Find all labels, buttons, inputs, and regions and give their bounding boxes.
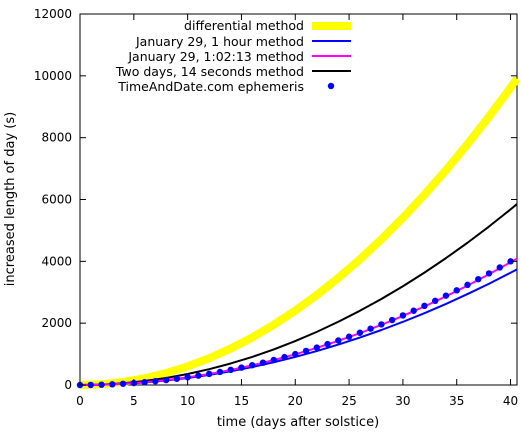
y-tick-label: 0 — [64, 378, 72, 392]
y-tick-label: 8000 — [41, 131, 72, 145]
timeanddate-com-ephemeris-point — [356, 329, 364, 336]
timeanddate-com-ephemeris-point — [292, 350, 299, 358]
x-tick-label: 0 — [76, 394, 84, 408]
x-tick-label: 35 — [449, 394, 464, 408]
legend-label-jan29-10213: January 29, 1:02:13 method — [127, 49, 304, 64]
x-tick-label: 30 — [395, 394, 410, 408]
timeanddate-com-ephemeris-point — [249, 362, 256, 369]
timeanddate-com-ephemeris-point — [421, 302, 428, 310]
timeanddate-com-ephemeris-point — [367, 325, 374, 332]
timeanddate-com-ephemeris-point — [87, 381, 94, 389]
timeanddate-com-ephemeris-point — [313, 344, 320, 351]
x-tick-label: 20 — [288, 394, 303, 408]
timeanddate-com-ephemeris-point — [345, 333, 353, 340]
axis-ticks — [79, 13, 517, 386]
timeanddate-com-ephemeris-point — [98, 381, 105, 388]
x-tick-label: 5 — [130, 394, 138, 408]
x-tick-label: 10 — [180, 394, 195, 408]
timeanddate-com-ephemeris-point — [152, 378, 159, 385]
timeanddate-com-ephemeris-point — [195, 372, 202, 379]
timeanddate-com-ephemeris-point — [507, 258, 514, 265]
x-tick-label: 40 — [503, 394, 518, 408]
legend-label-differential: differential method — [184, 18, 304, 33]
timeanddate-com-ephemeris-point — [496, 264, 503, 271]
timeanddate-com-ephemeris-point — [173, 375, 181, 382]
y-tick-label: 4000 — [41, 254, 72, 268]
legend-label-jan29-1hour: January 29, 1 hour method — [135, 34, 304, 49]
timeanddate-com-ephemeris-point — [238, 364, 245, 371]
x-axis-label: time (days after solstice) — [217, 415, 379, 430]
timeanddate-com-ephemeris-point — [442, 292, 450, 299]
timeanddate-com-ephemeris-point — [302, 347, 310, 355]
timeanddate-com-ephemeris-point — [109, 381, 116, 388]
timeanddate-com-ephemeris-point — [453, 287, 460, 294]
january-29-1-02-13-method-line — [79, 257, 518, 386]
timeanddate-com-ephemeris-point — [388, 316, 396, 324]
y-tick-label: 12000 — [34, 7, 72, 21]
y-axis-label: increased length of day (s) — [3, 112, 18, 286]
timeanddate-com-ephemeris-point — [431, 297, 439, 305]
timeanddate-com-ephemeris-point — [475, 276, 482, 283]
timeanddate-com-ephemeris-legend-key — [327, 82, 335, 90]
plot-area — [76, 76, 521, 389]
y-tick-label: 2000 — [41, 316, 72, 330]
y-tick-label: 10000 — [34, 69, 72, 83]
legend-label-timeanddate: TimeAndDate.com ephemeris — [117, 79, 304, 94]
timeanddate-com-ephemeris-point — [324, 340, 331, 348]
differential-method-line — [79, 76, 521, 389]
timeanddate-com-ephemeris-point — [378, 321, 385, 328]
timeanddate-com-ephemeris-point — [205, 370, 213, 378]
x-tick-label: 15 — [234, 394, 249, 408]
timeanddate-com-ephemeris-point — [281, 353, 288, 361]
legend-label-two-days: Two days, 14 seconds method — [115, 64, 304, 79]
x-tick-label: 25 — [341, 394, 356, 408]
timeanddate-com-ephemeris-point — [270, 356, 277, 364]
timeanddate-com-ephemeris-point — [259, 359, 267, 366]
timeanddate-com-ephemeris-point — [464, 281, 471, 289]
timeanddate-com-ephemeris-point — [162, 376, 170, 384]
timeanddate-com-ephemeris-point — [216, 368, 224, 376]
timeanddate-com-ephemeris-point — [335, 337, 342, 344]
timeanddate-com-ephemeris-point — [227, 366, 234, 374]
legend: differential method January 29, 1 hour m… — [115, 18, 351, 94]
january-29-1-hour-method-line — [79, 268, 518, 386]
timeanddate-com-ephemeris-point — [399, 312, 407, 319]
timeanddate-com-ephemeris-point — [119, 380, 127, 387]
axis-tick-labels: 0 5 10 15 20 25 30 35 40 0 2000 4000 6000 8000 10000 12… — [34, 7, 518, 408]
timeanddate-com-ephemeris-point — [410, 307, 417, 314]
y-tick-label: 6000 — [41, 193, 72, 207]
timeanddate-com-ephemeris-point — [141, 379, 148, 386]
legend-keys — [312, 22, 351, 90]
timeanddate-com-ephemeris-point — [184, 374, 191, 381]
timeanddate-com-ephemeris-point — [485, 270, 493, 277]
